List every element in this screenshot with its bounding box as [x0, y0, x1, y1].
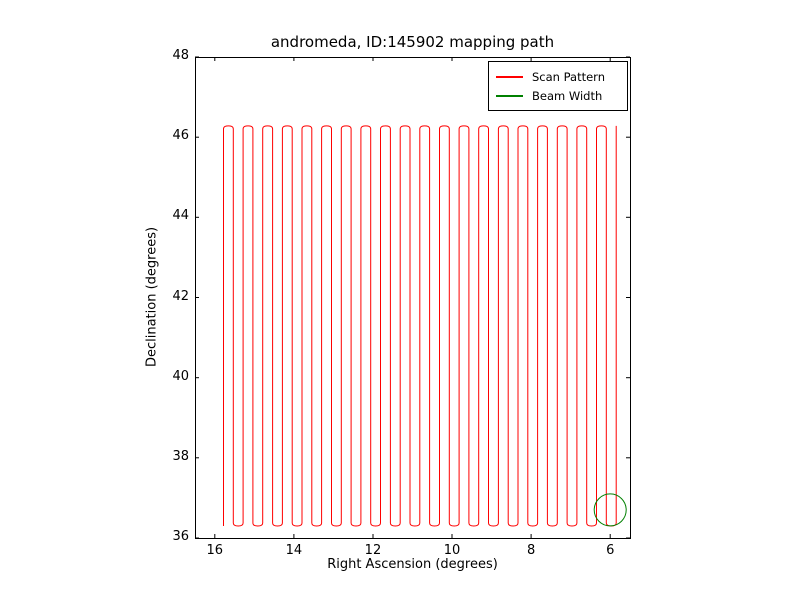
y-tick-label: 48: [172, 48, 189, 63]
x-tick-label: 6: [606, 543, 615, 558]
y-tick-label: 42: [172, 288, 189, 304]
legend-label-beam-width: Beam Width: [532, 88, 603, 103]
y-tick-label: 46: [172, 128, 189, 144]
legend-item-scan-pattern: Scan Pattern: [496, 67, 620, 86]
x-tick-label: 10: [443, 543, 461, 558]
scan-pattern-path: [223, 125, 617, 527]
y-tick-label: 44: [172, 208, 189, 224]
y-tick-label: 40: [172, 368, 189, 384]
x-axis-label: Right Ascension (degrees): [327, 557, 498, 572]
y-tick-label: 38: [172, 448, 189, 464]
x-tick-label: 8: [526, 543, 536, 558]
plot-title: andromeda, ID:145902 mapping path: [270, 33, 555, 51]
beam-width-circle: [593, 493, 627, 527]
x-tick-label: 14: [285, 543, 303, 558]
legend-swatch-beam-width: [496, 94, 523, 97]
legend-item-beam-width: Beam Width: [496, 86, 620, 105]
legend: Scan Pattern Beam Width: [488, 61, 628, 111]
x-tick-label: 12: [364, 543, 382, 558]
x-tick-label: 16: [206, 543, 224, 558]
y-tick-label: 36: [172, 529, 189, 544]
axes-frame: [195, 57, 631, 539]
legend-label-scan-pattern: Scan Pattern: [532, 69, 605, 84]
legend-swatch-scan-pattern: [496, 75, 523, 78]
